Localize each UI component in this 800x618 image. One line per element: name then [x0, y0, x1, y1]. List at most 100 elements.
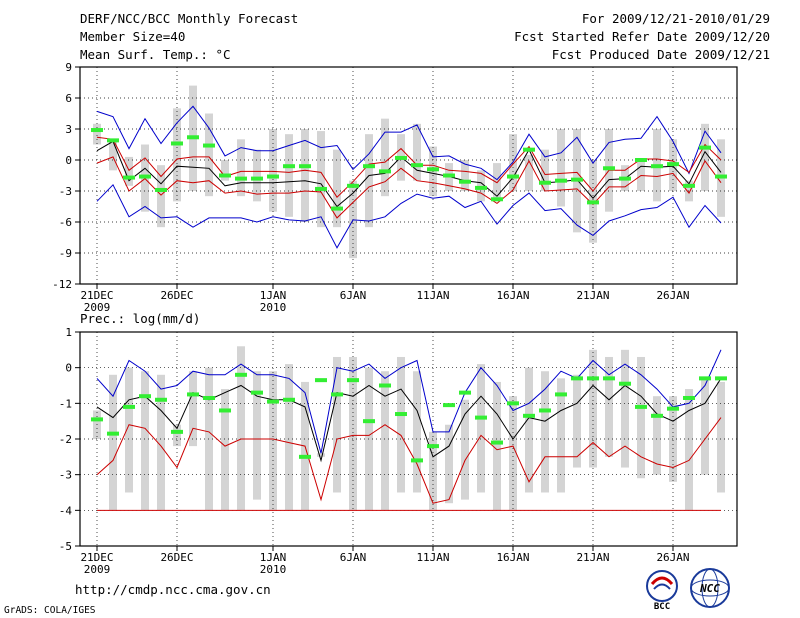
- prec-range-box: [653, 396, 661, 475]
- prec-x-tick-label: 1JAN: [260, 551, 287, 564]
- prec-observed-marker: [587, 376, 599, 381]
- temp-observed-marker: [283, 164, 295, 169]
- forecast-period: For 2009/12/21-2010/01/29: [581, 11, 770, 26]
- temp-x-tick-label: 1JAN: [260, 289, 287, 302]
- prec-range-box: [221, 389, 229, 511]
- prec-range-box: [317, 453, 325, 457]
- prec-range-box: [605, 356, 613, 457]
- temp-observed-marker: [219, 173, 231, 178]
- temp-observed-marker: [651, 164, 663, 169]
- temp-observed-marker: [251, 176, 263, 181]
- temp-observed-marker: [187, 135, 199, 140]
- footer-url[interactable]: http://cmdp.ncc.cma.gov.cn: [75, 582, 271, 597]
- temp-mean-minus-line: [96, 156, 722, 219]
- temp-range-box: [157, 165, 165, 228]
- temp-range-box: [317, 131, 325, 228]
- temp-lower-line: [96, 183, 722, 249]
- temp-range-box: [381, 118, 389, 197]
- temp-range-box: [477, 170, 485, 202]
- temp-range-box: [269, 129, 277, 212]
- temp-range-box: [701, 123, 709, 191]
- temp-observed-marker: [443, 173, 455, 178]
- prec-observed-marker: [235, 372, 247, 377]
- temp-range-box: [525, 154, 533, 191]
- prec-x-tick-label: 16JAN: [496, 551, 529, 564]
- prec-range-box: [541, 371, 549, 493]
- prec-range-box: [637, 356, 645, 479]
- prec-observed-marker: [459, 390, 471, 395]
- temp-y-tick-label: -6: [59, 216, 72, 229]
- prec-observed-marker: [187, 392, 199, 397]
- prec-y-tick-label: -4: [59, 504, 73, 517]
- prec-range-box: [237, 346, 245, 511]
- prec-observed-marker: [331, 392, 343, 397]
- temp-y-tick-label: -3: [59, 185, 72, 198]
- prec-range-box: [141, 371, 149, 511]
- prec-observed-marker: [411, 458, 423, 463]
- temp-range-box: [365, 134, 373, 228]
- prec-range-box: [701, 378, 709, 475]
- temp-observed-marker: [587, 200, 599, 205]
- prec-range-box: [429, 431, 437, 511]
- temp-plot-frame: [79, 66, 738, 285]
- temp-observed-marker: [715, 174, 727, 179]
- temp-x-year-label: 2010: [260, 301, 287, 314]
- prec-observed-marker: [555, 392, 567, 397]
- temp-y-tick-label: 9: [65, 61, 72, 74]
- prec-range-box: [253, 371, 261, 500]
- prec-range-box: [381, 371, 389, 511]
- temp-range-box: [93, 123, 101, 145]
- temp-observed-marker: [683, 183, 695, 188]
- prec-observed-marker: [427, 444, 439, 449]
- temp-observed-marker: [139, 174, 151, 179]
- temp-range-box: [301, 129, 309, 222]
- fcst-produced-date: Fcst Produced Date 2009/12/21: [551, 47, 770, 62]
- prec-observed-marker: [491, 440, 503, 445]
- temp-mean-plus-line: [96, 136, 722, 198]
- prec-observed-marker: [571, 376, 583, 381]
- prec-y-tick-label: -5: [59, 540, 72, 553]
- prec-x-tick-label: 6JAN: [340, 551, 367, 564]
- prec-observed-marker: [683, 395, 695, 400]
- fcst-started-date: Fcst Started Refer Date 2009/12/20: [514, 29, 770, 44]
- prec-observed-marker: [379, 383, 391, 388]
- prec-observed-marker: [715, 376, 727, 381]
- temp-observed-marker: [347, 183, 359, 188]
- temp-upper-line: [96, 105, 722, 181]
- temp-range-box: [333, 149, 341, 228]
- temp-x-tick-label: 26DEC: [160, 289, 193, 302]
- prec-observed-marker: [443, 403, 455, 408]
- prec-observed-marker: [123, 404, 135, 409]
- temp-observed-marker: [171, 141, 183, 146]
- prec-observed-marker: [635, 404, 647, 409]
- temp-y-tick-label: -9: [59, 247, 72, 260]
- temp-y-tick-label: 0: [65, 154, 72, 167]
- temp-range-box: [557, 129, 565, 207]
- prec-range-box: [397, 356, 405, 493]
- temp-observed-marker: [619, 176, 631, 181]
- temp-mean-line: [96, 140, 722, 208]
- ncc-logo: NCC: [690, 568, 730, 608]
- prec-range-box: [477, 364, 485, 493]
- prec-observed-marker: [155, 397, 167, 402]
- prec-observed-marker: [139, 394, 151, 399]
- temp-observed-marker: [107, 138, 119, 143]
- prec-range-box: [509, 396, 517, 511]
- prec-y-tick-label: 0: [65, 362, 72, 375]
- prec-lower-line: [96, 417, 722, 504]
- prec-range-box: [333, 356, 341, 493]
- temp-observed-marker: [539, 180, 551, 185]
- prec-observed-marker: [363, 419, 375, 424]
- temp-observed-marker: [635, 158, 647, 162]
- temp-range-box: [413, 123, 421, 181]
- prec-observed-marker: [347, 378, 359, 383]
- variable-label: Mean Surf. Temp.: °C: [80, 47, 231, 62]
- prec-x-year-label: 2009: [84, 563, 111, 576]
- temp-range-box: [237, 139, 245, 197]
- prec-x-year-label: 2010: [260, 563, 287, 576]
- prec-range-box: [525, 367, 533, 493]
- prec-observed-marker: [667, 406, 679, 411]
- prec-plot-frame: [79, 331, 738, 547]
